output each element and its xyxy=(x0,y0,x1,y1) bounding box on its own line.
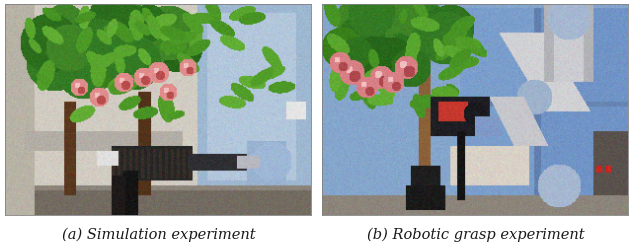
Text: (b) Robotic grasp experiment: (b) Robotic grasp experiment xyxy=(366,228,585,242)
Text: (a) Simulation experiment: (a) Simulation experiment xyxy=(61,228,256,242)
